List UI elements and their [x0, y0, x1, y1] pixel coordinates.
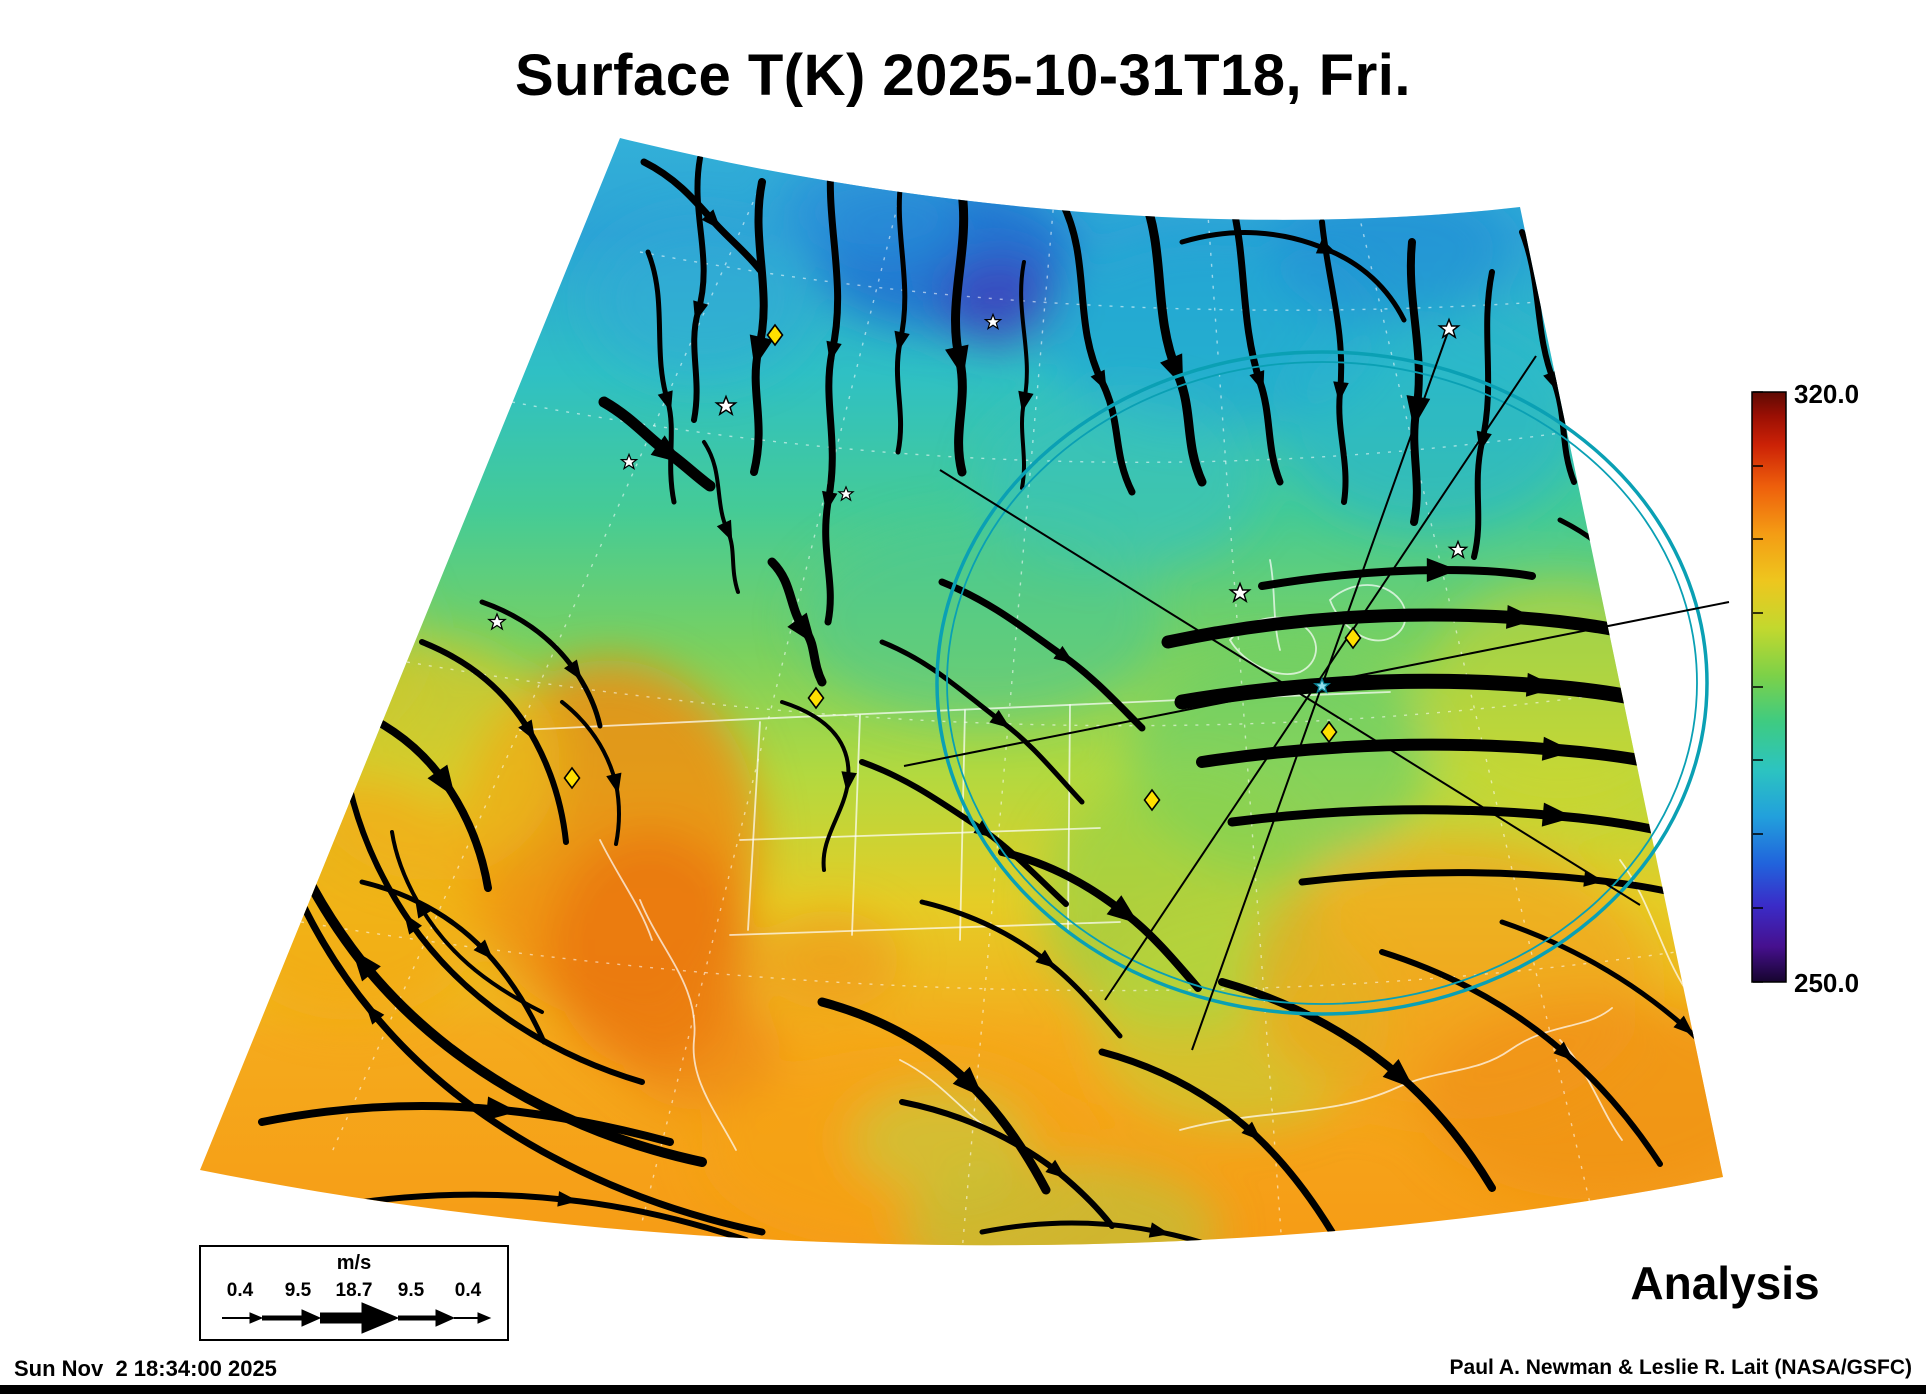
streamline — [1519, 229, 1577, 485]
streamline — [1018, 260, 1034, 490]
wind-legend-speed-label: 18.7 — [335, 1280, 373, 1301]
legend-arrowhead-medium — [301, 1309, 322, 1327]
streamline — [299, 1191, 749, 1243]
range-ring-inner — [946, 361, 1698, 1005]
legend-arrowhead-large — [361, 1302, 400, 1334]
wind-legend-speed-label: 9.5 — [284, 1280, 312, 1301]
streamline — [945, 187, 969, 477]
legend-arrowhead-small — [477, 1312, 492, 1324]
wind-legend-speed-label: 0.4 — [226, 1280, 254, 1301]
wind-legend-units-label: m/s — [336, 1252, 372, 1274]
wind-legend-speed-label: 9.5 — [397, 1280, 425, 1301]
streamline — [1098, 1048, 1336, 1236]
streamline — [894, 169, 910, 455]
streamline — [822, 148, 842, 626]
streamline — [560, 700, 622, 846]
streamline — [1406, 238, 1431, 526]
streamline — [767, 557, 827, 687]
colorbar — [1751, 391, 1787, 983]
great-circle-line — [939, 469, 1641, 906]
streamline — [1319, 219, 1349, 505]
legend-arrow-scale — [222, 1302, 492, 1334]
streamline — [749, 178, 774, 476]
range-ring-outer — [935, 350, 1709, 1016]
streamline — [859, 759, 1069, 907]
streamline — [640, 158, 764, 274]
streamline — [1258, 558, 1536, 590]
streamline — [339, 739, 645, 1085]
streamline — [598, 396, 716, 492]
mode-label: Analysis — [1630, 1257, 1820, 1309]
colorbar-max-label: 320.0 — [1794, 379, 1860, 409]
streamline — [702, 440, 740, 594]
streamline — [780, 700, 857, 872]
bottom-bar — [0, 1385, 1926, 1394]
footer-timestamp: Sun Nov 2 18:34:00 2025 — [14, 1356, 277, 1381]
colorbar-ticks — [1753, 391, 1763, 983]
streamline — [258, 1096, 674, 1146]
streamline — [359, 879, 547, 1045]
streamline — [919, 899, 1123, 1039]
wind-speed-legend-box — [199, 1245, 509, 1341]
state-boundaries — [519, 559, 1719, 1151]
streamline — [1228, 198, 1284, 486]
streamline — [1179, 230, 1407, 323]
great-circle-line — [1104, 355, 1537, 1001]
streamline — [899, 1099, 1115, 1229]
footer-credit: Paul A. Newman & Leslie R. Lait (NASA/GS… — [1449, 1356, 1912, 1379]
streamline — [1379, 949, 1663, 1167]
streamline — [1137, 187, 1207, 487]
temperature-field — [200, 138, 1723, 1246]
streamline — [419, 639, 569, 845]
streamline — [390, 830, 544, 1014]
streamline — [817, 997, 1051, 1195]
range-ring-overlay — [903, 328, 1730, 1051]
streamline — [998, 848, 1202, 992]
colorbar-min-label: 250.0 — [1794, 968, 1860, 998]
streamline — [645, 249, 677, 505]
streamline — [1058, 198, 1136, 496]
streamline — [479, 599, 603, 729]
legend-arrowhead-small — [249, 1312, 264, 1324]
legend-arrowhead-medium — [435, 1309, 456, 1327]
streamline — [979, 1220, 1241, 1246]
legend-frame — [199, 1245, 509, 1341]
page-title: Surface T(K) 2025-10-31T18, Fri. — [514, 43, 1412, 108]
streamline — [879, 639, 1085, 805]
wind-legend-speed-label: 0.4 — [454, 1280, 482, 1301]
streamline — [938, 578, 1146, 732]
